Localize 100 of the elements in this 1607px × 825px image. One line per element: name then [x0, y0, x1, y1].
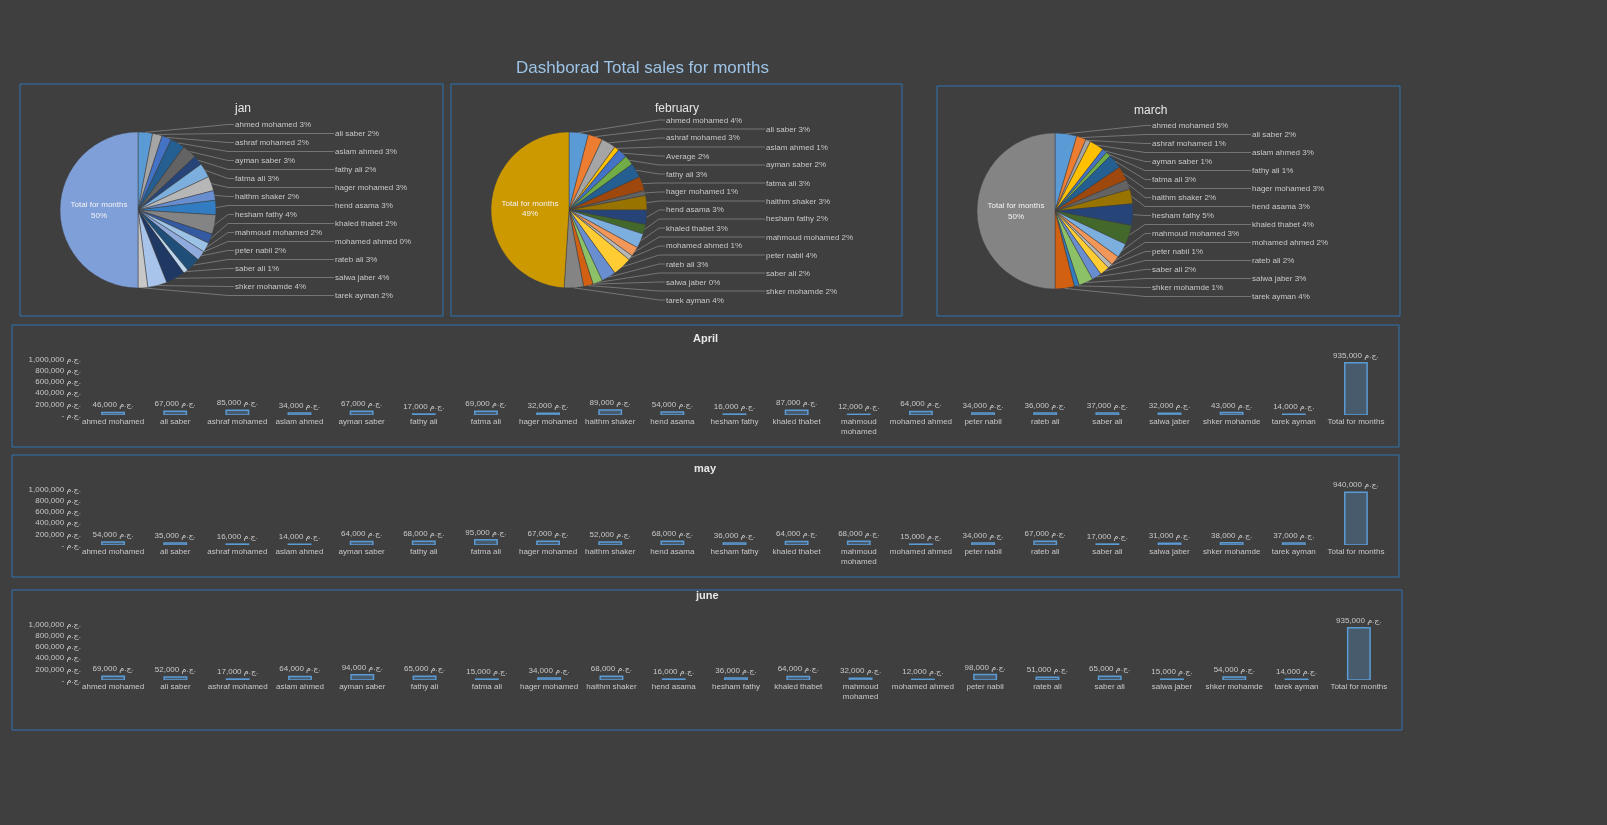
x-tick-label: hesham fathy [710, 417, 759, 426]
x-tick-label: mohamed ahmed [889, 417, 953, 426]
slice-label: fathy ali 2% [335, 165, 377, 174]
data-label: 67,000 ج.م. [341, 399, 383, 409]
x-tick-label: ashraf mohamed [207, 547, 268, 556]
slice-label: rateb ali 3% [666, 260, 709, 269]
bar [411, 540, 436, 545]
y-tick-label: 600,000 ج.م. [35, 377, 81, 387]
x-tick-label: Total for months [1330, 682, 1388, 691]
x-tick-label: mahmoud mohamed [841, 417, 877, 437]
slice-label: hesham fathy 2% [766, 214, 828, 223]
slice-label: khaled thabet 2% [335, 219, 397, 228]
slice-label: shker mohamde 4% [235, 282, 307, 291]
x-tick-label: hesham fathy [711, 682, 761, 691]
data-label: 46,000 ج.م. [92, 400, 134, 410]
data-label: 32,000 ج.م. [1148, 401, 1191, 411]
slice-label: fatma ali 3% [1152, 175, 1197, 184]
data-label: 17,000 ج.م. [1086, 532, 1128, 542]
x-tick-label: tarek ayman [1274, 682, 1319, 691]
slice-label: salwa jaber 3% [1252, 274, 1307, 283]
slice-label: saber ali 2% [766, 269, 811, 278]
data-label: 940,000 ج.م. [1333, 480, 1379, 490]
data-label: 935,000 ج.م. [1333, 350, 1379, 360]
x-tick-label: fatma ali [471, 682, 503, 691]
data-label: 54,000 ج.م. [92, 529, 134, 539]
bar [536, 540, 561, 545]
x-tick-label: ashraf mohamed [207, 682, 268, 691]
x-tick-label: tarek ayman [1271, 547, 1316, 556]
slice-label: ayman saber 2% [766, 160, 827, 169]
data-label: 14,000 ج.م. [278, 532, 321, 542]
data-label: 52,000 ج.م. [589, 530, 631, 540]
slice-label: peter nabil 1% [1152, 247, 1204, 256]
data-label: 95,000 ج.م. [465, 527, 507, 537]
slice-label: haithm shaker 3% [766, 197, 831, 206]
bar [1095, 412, 1120, 415]
bar [101, 675, 126, 680]
slice-label: tarek ayman 4% [1252, 292, 1310, 301]
data-label: 35,000 ج.م. [154, 531, 196, 541]
chart-title: february [655, 101, 700, 115]
slice-label: Total for months [501, 199, 559, 209]
slice-label: shker mohamde 2% [766, 287, 838, 296]
x-tick-label: hesham fathy [710, 547, 759, 556]
x-tick-label: hager mohamed [520, 682, 579, 691]
data-label: 64,000 ج.م. [777, 664, 819, 674]
bar [1222, 676, 1247, 680]
x-tick-label: hend asama [650, 547, 695, 556]
data-label: 98,000 ج.م. [964, 662, 1006, 672]
x-tick-label: rateb ali [1033, 682, 1062, 691]
chart-title: march [1134, 103, 1168, 117]
data-label: 36,000 ج.م. [1024, 400, 1066, 410]
data-label: 37,000 ج.م. [1086, 400, 1128, 410]
x-tick-label: fathy ali [410, 682, 439, 691]
y-tick-label: 200,000 ج.م. [35, 399, 81, 409]
x-tick-label: ahmed mohamed [81, 547, 145, 556]
y-tick-label: 400,000 ج.م. [35, 388, 81, 398]
data-label: 94,000 ج.م. [341, 662, 383, 672]
slice-label: ayman saber 3% [235, 156, 296, 165]
x-tick-label: aslam ahmed [275, 547, 324, 556]
bar [473, 410, 498, 415]
data-label: 12,000 ج.م. [902, 667, 944, 677]
bar [660, 540, 685, 545]
data-label: 67,000 ج.م. [1024, 529, 1066, 539]
x-tick-label: rateb ali [1030, 547, 1060, 556]
slice-label: ahmed mohamed 4% [666, 116, 743, 125]
data-label: 38,000 ج.م. [1211, 530, 1253, 540]
data-label: 49% [522, 209, 539, 219]
data-label: 64,000 ج.م. [341, 529, 383, 539]
x-tick-label: ayman saber [339, 682, 386, 691]
y-tick-label: 200,000 ج.م. [35, 664, 81, 674]
x-tick-label: saber ali [1094, 682, 1126, 691]
slice-label: hend asama 3% [335, 201, 393, 210]
x-tick-label: khaled thabet [774, 682, 824, 691]
slice-label: tarek ayman 4% [666, 296, 724, 305]
slice-label: peter nabil 4% [766, 251, 818, 260]
data-label: 935,000 ج.م. [1336, 615, 1382, 625]
bar [1033, 540, 1058, 545]
x-tick-label: mahmoud mohamed [841, 547, 877, 567]
data-label: 69,000 ج.م. [92, 664, 134, 674]
x-tick-label: fathy ali [410, 547, 438, 556]
data-label: 36,000 ج.م. [713, 530, 756, 540]
x-tick-label: fathy ali [410, 417, 438, 426]
data-label: 65,000 ج.م. [403, 664, 446, 674]
data-label: 54,000 ج.م. [1213, 664, 1255, 674]
x-tick-label: salwa jaber [1149, 417, 1191, 426]
x-tick-label: saber ali [1092, 547, 1123, 556]
bar [973, 673, 998, 680]
bar [660, 411, 685, 415]
bar [599, 675, 624, 680]
x-tick-label: ahmed mohamed [81, 417, 145, 426]
slice-label: ahmed mohamed 3% [235, 120, 312, 129]
data-label: 16,000 ج.م. [713, 402, 756, 412]
x-tick-label: peter nabil [964, 547, 1002, 556]
chart-title: may [694, 462, 717, 474]
x-tick-label: tarek ayman [1271, 417, 1316, 426]
data-label: 65,000 ج.م. [1089, 664, 1131, 674]
data-label: 16,000 ج.م. [216, 532, 258, 542]
slice-label: haithm shaker 2% [235, 192, 300, 201]
x-tick-label: aslam ahmed [275, 417, 324, 426]
data-label: 52,000 ج.م. [154, 665, 197, 675]
data-label: 85,000 ج.م. [216, 398, 258, 408]
